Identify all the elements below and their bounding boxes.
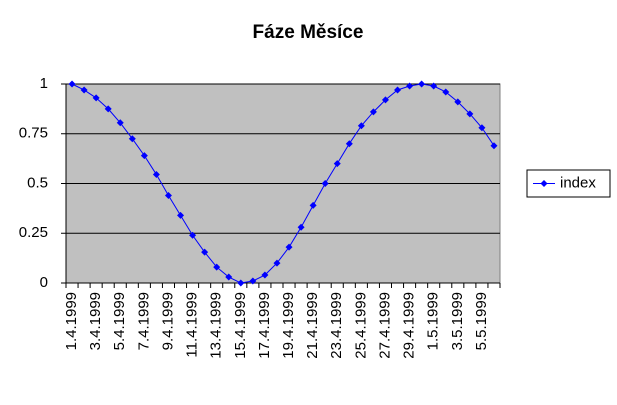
marker — [201, 248, 209, 256]
x-tick-label: 29.4.1999 — [401, 292, 418, 359]
x-tick-label: 23.4.1999 — [328, 292, 345, 359]
marker — [321, 180, 329, 187]
x-tick-label: 3.4.1999 — [87, 292, 104, 350]
marker — [80, 86, 88, 94]
x-tick-label: 9.4.1999 — [159, 292, 176, 350]
marker — [177, 211, 185, 219]
x-tick-label: 1.4.1999 — [63, 292, 80, 350]
y-tick-label: 0.25 — [19, 224, 48, 241]
marker — [490, 142, 498, 150]
y-tick-label: 1 — [40, 75, 48, 92]
marker — [478, 124, 486, 132]
marker — [273, 259, 281, 267]
marker — [213, 263, 221, 271]
x-tick-label: 3.5.1999 — [449, 292, 466, 350]
y-tick-label: 0.5 — [27, 174, 48, 191]
marker — [345, 140, 353, 148]
marker — [418, 80, 426, 88]
legend-label: index — [560, 174, 596, 191]
marker — [406, 82, 414, 90]
marker — [466, 110, 474, 118]
marker — [237, 279, 245, 287]
chart-title: Fáze Měsíce — [253, 22, 364, 43]
legend-marker — [540, 180, 548, 187]
marker — [309, 201, 317, 209]
marker — [128, 135, 136, 143]
marker — [333, 160, 341, 168]
marker — [140, 152, 148, 160]
y-tick-label: 0.75 — [19, 125, 48, 142]
x-tick-label: 13.4.1999 — [208, 292, 225, 359]
marker — [369, 108, 377, 116]
marker — [297, 223, 305, 231]
x-tick-label: 21.4.1999 — [304, 292, 321, 359]
x-tick-label: 11.4.1999 — [184, 292, 201, 358]
marker — [164, 191, 172, 199]
y-tick-label: 0 — [40, 274, 48, 291]
x-tick-label: 27.4.1999 — [376, 292, 393, 359]
marker — [189, 231, 197, 239]
x-tick-label: 25.4.1999 — [352, 292, 369, 359]
x-tick-label: 1.5.1999 — [425, 292, 442, 350]
marker — [285, 243, 293, 251]
x-tick-label: 15.4.1999 — [232, 292, 249, 359]
marker — [68, 80, 76, 88]
x-tick-label: 5.4.1999 — [111, 292, 128, 350]
marker — [104, 105, 112, 113]
marker — [225, 273, 233, 281]
marker — [261, 271, 269, 279]
marker — [394, 86, 402, 94]
marker — [454, 98, 462, 106]
marker — [249, 277, 257, 285]
marker — [92, 94, 100, 102]
marker — [430, 82, 438, 90]
marker — [442, 88, 450, 96]
x-tick-label: 7.4.1999 — [135, 292, 152, 350]
marker — [152, 171, 160, 179]
marker — [116, 119, 124, 127]
x-tick-label: 19.4.1999 — [280, 292, 297, 359]
marker — [357, 122, 365, 130]
x-tick-label: 5.5.1999 — [473, 292, 490, 350]
x-tick-label: 17.4.1999 — [256, 292, 273, 359]
marker — [381, 96, 389, 104]
